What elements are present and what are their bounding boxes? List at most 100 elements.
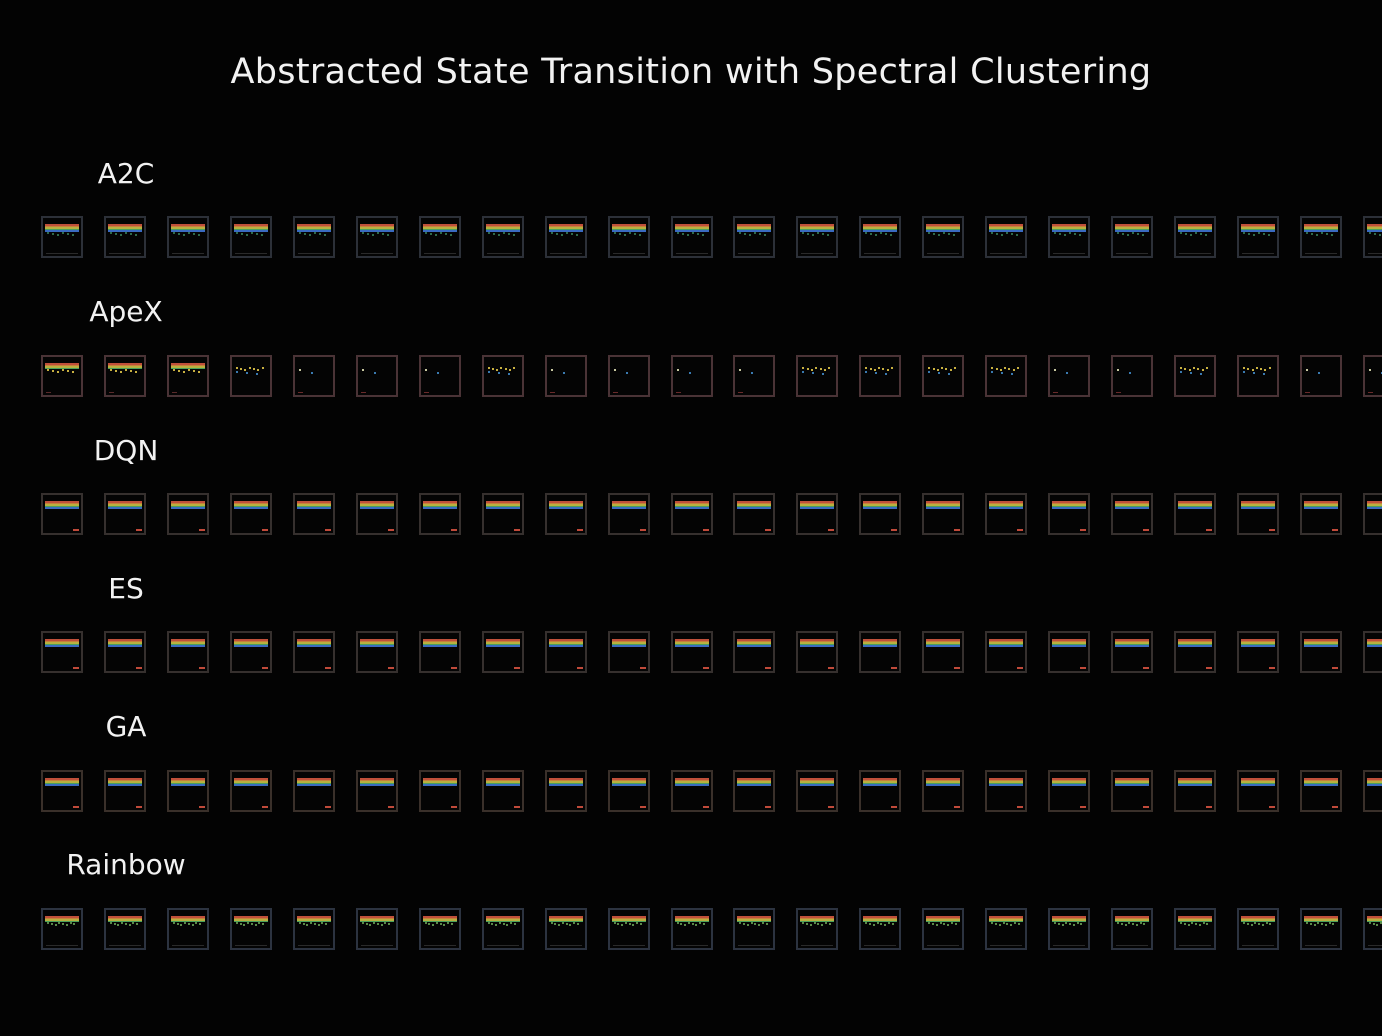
brick-row bbox=[1052, 784, 1087, 786]
debris-dot bbox=[298, 232, 301, 234]
brick-row bbox=[611, 782, 646, 785]
state-frame bbox=[418, 216, 461, 258]
debris-dot bbox=[172, 922, 175, 924]
brick-row bbox=[1304, 784, 1338, 786]
brick-row bbox=[548, 645, 583, 647]
brick-row bbox=[107, 364, 142, 367]
state-frame bbox=[229, 908, 272, 950]
state-frame bbox=[229, 355, 272, 397]
paddle bbox=[1269, 529, 1276, 531]
ground-line bbox=[1367, 945, 1382, 946]
debris-dot bbox=[613, 369, 616, 371]
brick-row bbox=[1115, 507, 1150, 509]
brick-row bbox=[45, 225, 79, 228]
ground-line bbox=[612, 945, 645, 946]
brick-row bbox=[296, 916, 331, 918]
brick-row bbox=[1178, 781, 1213, 783]
paddle bbox=[765, 806, 772, 808]
debris-dot bbox=[576, 923, 579, 925]
brick-row bbox=[674, 784, 709, 786]
state-frame bbox=[1111, 216, 1154, 258]
brick-row bbox=[233, 645, 268, 647]
debris-dot bbox=[996, 233, 999, 235]
debris-dot bbox=[1324, 924, 1327, 926]
debris-dot bbox=[510, 922, 513, 924]
debris-dot bbox=[487, 367, 490, 369]
paddle bbox=[387, 529, 394, 531]
brick-row bbox=[737, 782, 772, 785]
debris-dot bbox=[255, 233, 258, 235]
debris-dot bbox=[240, 368, 243, 370]
brick-row bbox=[737, 916, 772, 918]
brick-row bbox=[1178, 502, 1213, 505]
brick-row bbox=[737, 779, 772, 782]
ground-line bbox=[108, 392, 114, 393]
state-frame bbox=[859, 355, 902, 397]
debris-dot bbox=[1185, 233, 1188, 235]
debris-dot bbox=[498, 922, 501, 924]
brick-row bbox=[926, 781, 961, 783]
brick-row bbox=[548, 782, 583, 785]
brick-row bbox=[989, 642, 1024, 644]
debris-dot bbox=[681, 233, 684, 235]
paddle bbox=[576, 667, 583, 669]
brick-row bbox=[611, 778, 646, 780]
state-frame bbox=[166, 493, 209, 535]
debris-dot bbox=[569, 924, 572, 926]
debris-dot bbox=[1137, 233, 1140, 235]
brick-row bbox=[674, 919, 709, 921]
debris-dot bbox=[1004, 367, 1007, 369]
brick-row bbox=[926, 643, 961, 646]
debris-dot bbox=[1368, 922, 1371, 924]
debris-dot bbox=[995, 368, 998, 370]
debris-dot bbox=[938, 234, 941, 236]
debris-dot bbox=[991, 367, 994, 369]
debris-dot bbox=[1006, 232, 1009, 234]
brick-row bbox=[800, 501, 835, 503]
debris-dot bbox=[928, 367, 931, 369]
debris-dot bbox=[439, 232, 442, 234]
brick-row bbox=[107, 502, 142, 505]
brick-row bbox=[1115, 504, 1150, 506]
debris-dot bbox=[998, 924, 1001, 926]
debris-dot bbox=[638, 234, 641, 236]
debris-dot bbox=[991, 922, 994, 924]
brick-row bbox=[1366, 920, 1382, 923]
debris-dot bbox=[1205, 367, 1208, 369]
debris-dot bbox=[502, 232, 505, 234]
debris-dot bbox=[550, 232, 553, 234]
debris-dot bbox=[1135, 924, 1138, 926]
state-frame bbox=[229, 631, 272, 673]
ground-line bbox=[1305, 253, 1337, 254]
brick-row bbox=[674, 643, 709, 646]
brick-row bbox=[422, 784, 457, 786]
brick-row bbox=[611, 920, 646, 923]
brick-row bbox=[107, 640, 142, 643]
brick-row bbox=[926, 228, 961, 231]
state-frame bbox=[922, 355, 965, 397]
brick-row bbox=[926, 920, 961, 923]
brick-row bbox=[800, 779, 835, 782]
debris-dot bbox=[943, 923, 946, 925]
brick-row bbox=[107, 645, 142, 647]
brick-row bbox=[674, 640, 709, 643]
state-frame bbox=[922, 908, 965, 950]
brick-row bbox=[233, 224, 268, 226]
paddle bbox=[954, 667, 961, 669]
debris-dot bbox=[192, 233, 195, 235]
brick-row bbox=[1052, 778, 1087, 780]
debris-dot bbox=[869, 923, 872, 925]
brick-row bbox=[1052, 640, 1087, 643]
debris-dot bbox=[502, 923, 505, 925]
brick-row bbox=[296, 224, 331, 226]
debris-dot bbox=[613, 922, 616, 924]
brick-row bbox=[45, 645, 79, 647]
ground-line bbox=[738, 392, 744, 393]
brick-row bbox=[170, 367, 205, 370]
brick-row bbox=[107, 230, 142, 232]
brick-row bbox=[1178, 639, 1213, 641]
state-frame bbox=[1174, 908, 1217, 950]
state-frame bbox=[985, 216, 1028, 258]
debris-dot bbox=[686, 234, 689, 236]
brick-row bbox=[233, 225, 268, 228]
